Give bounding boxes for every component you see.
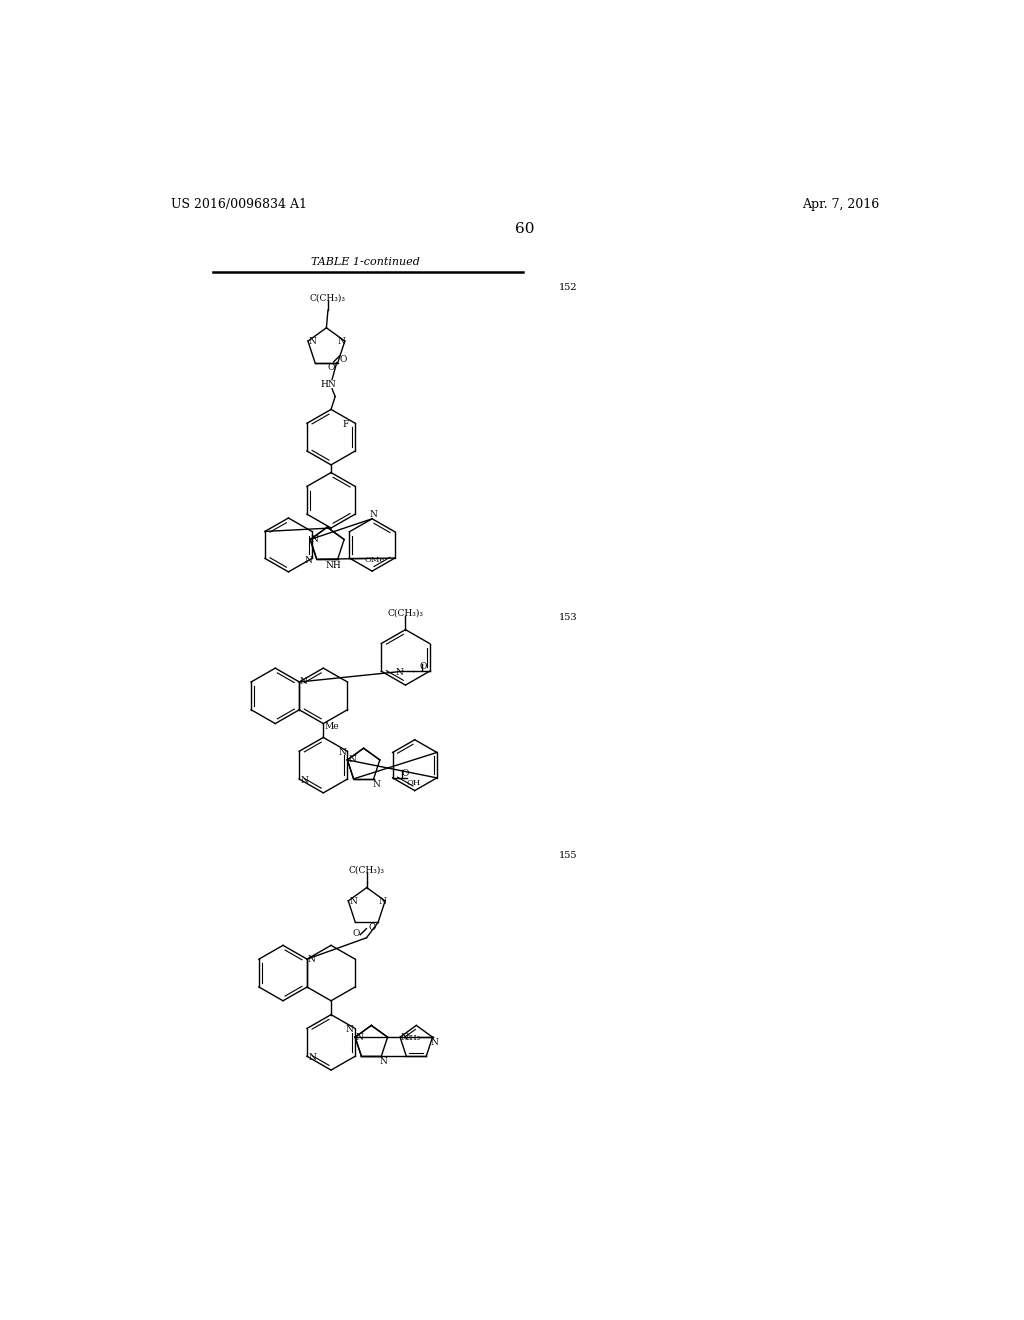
Text: N: N [338, 748, 346, 758]
Text: N: N [372, 780, 380, 788]
Text: 60: 60 [515, 222, 535, 235]
Text: OMe: OMe [365, 556, 385, 564]
Text: O: O [368, 923, 376, 932]
Text: N: N [380, 1057, 388, 1065]
Text: 153: 153 [559, 612, 578, 622]
Text: 152: 152 [559, 284, 578, 292]
Text: US 2016/0096834 A1: US 2016/0096834 A1 [171, 198, 306, 211]
Text: O: O [328, 363, 335, 372]
Text: N: N [356, 1032, 364, 1041]
Text: O: O [420, 663, 427, 671]
Text: N: N [395, 668, 403, 677]
Text: N: N [431, 1038, 439, 1047]
Text: C(CH₃)₃: C(CH₃)₃ [310, 293, 346, 302]
Text: CH₃: CH₃ [403, 1034, 420, 1041]
Text: N: N [338, 337, 346, 346]
Text: N: N [308, 1053, 316, 1063]
Text: N: N [349, 898, 357, 906]
Text: Apr. 7, 2016: Apr. 7, 2016 [802, 198, 879, 211]
Text: O: O [352, 928, 359, 937]
Text: OH: OH [407, 779, 421, 788]
Text: N: N [301, 776, 308, 785]
Text: NH: NH [326, 561, 341, 570]
Text: N: N [309, 337, 316, 346]
Text: HN: HN [321, 380, 336, 388]
Text: C(CH₃)₃: C(CH₃)₃ [349, 866, 385, 874]
Text: O: O [339, 355, 346, 364]
Text: TABLE 1-continued: TABLE 1-continued [310, 257, 420, 267]
Text: Me: Me [325, 722, 340, 731]
Text: N: N [346, 1026, 353, 1035]
Text: O: O [401, 768, 410, 777]
Text: N: N [311, 535, 318, 544]
Text: F: F [343, 420, 349, 429]
Text: 155: 155 [559, 851, 578, 861]
Text: C(CH₃)₃: C(CH₃)₃ [387, 609, 424, 616]
Text: N: N [300, 677, 308, 686]
Text: N: N [369, 510, 377, 519]
Text: N: N [348, 755, 356, 764]
Text: N: N [304, 556, 312, 565]
Text: N: N [400, 1032, 409, 1041]
Text: N: N [307, 954, 315, 964]
Text: N: N [378, 898, 386, 906]
